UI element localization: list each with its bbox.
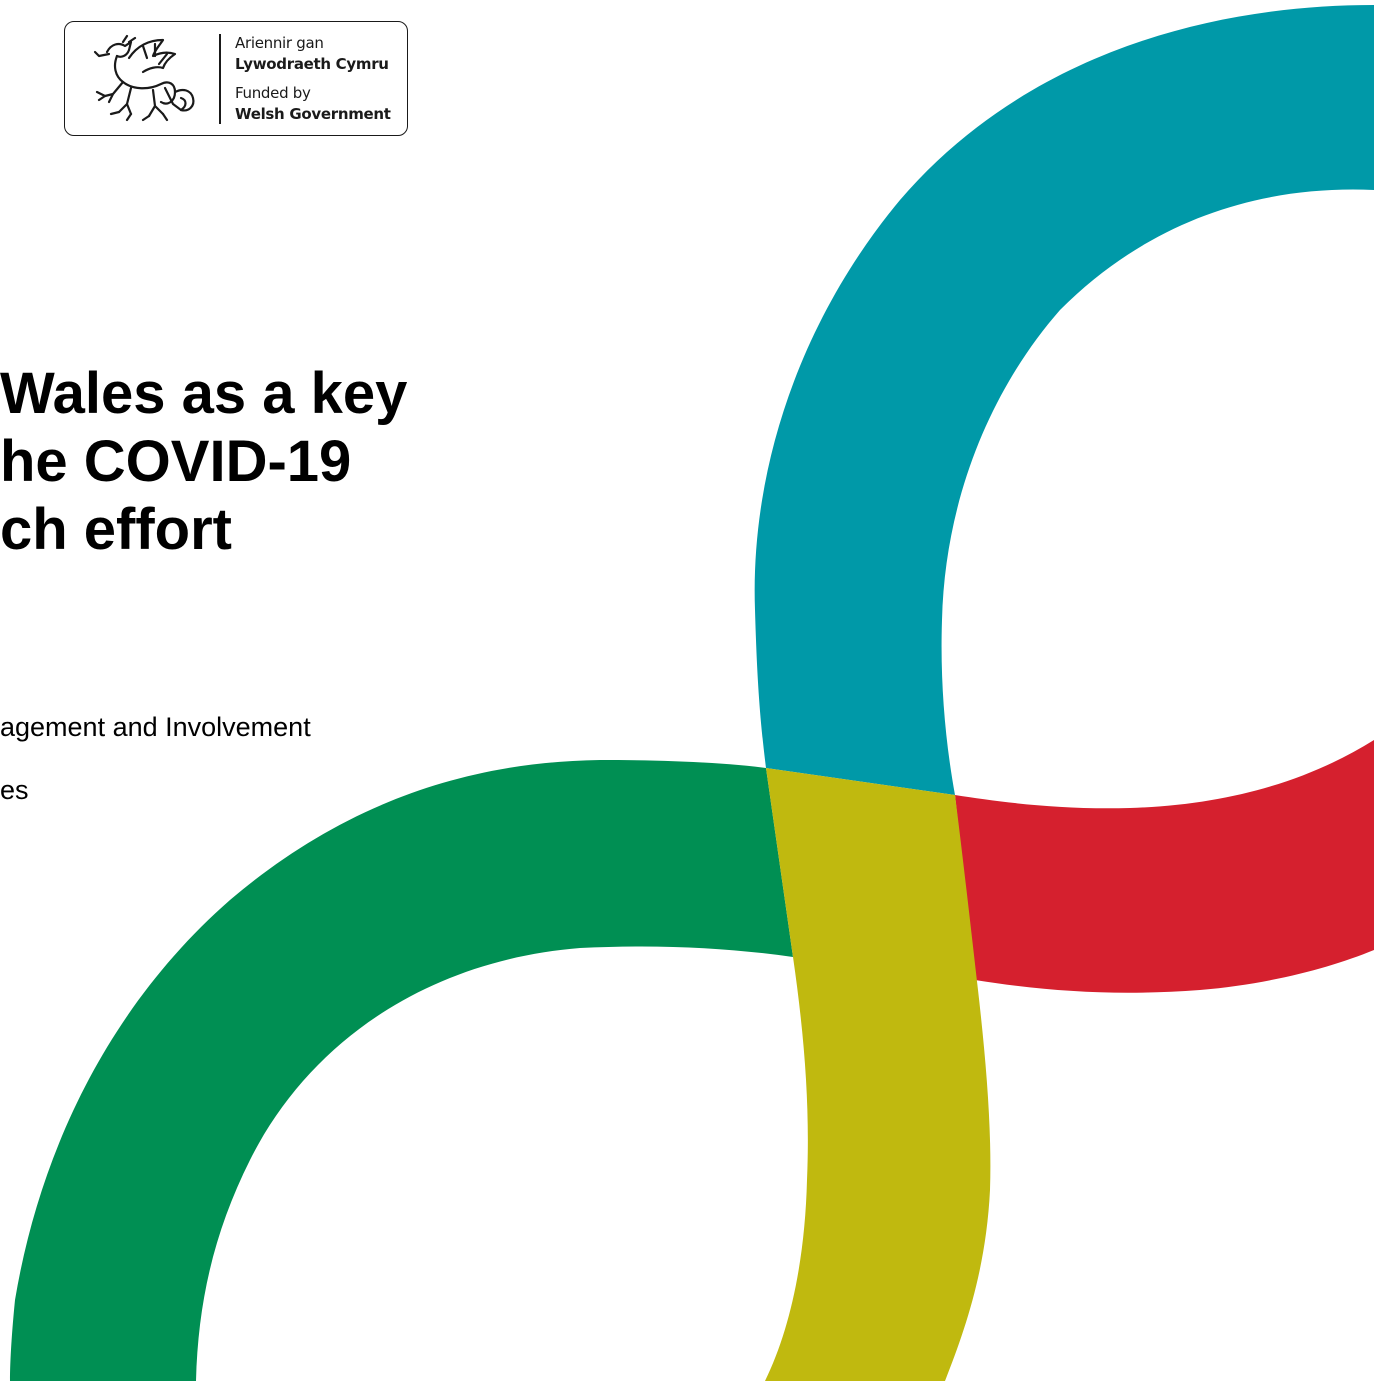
green-ring-segment xyxy=(10,760,793,1381)
welsh-dragon-icon xyxy=(93,34,195,122)
red-ring-segment xyxy=(955,740,1374,993)
title-line: ch effort xyxy=(0,497,232,562)
logo-english-government-name: Welsh Government xyxy=(235,105,391,123)
subtitle-line: es xyxy=(0,775,29,805)
logo-divider xyxy=(219,34,221,124)
welsh-government-logo: Ariennir gan Lywodraeth Cymru Funded by … xyxy=(64,21,408,136)
logo-funded-by-text: Funded by xyxy=(235,84,311,102)
teal-ring-segment xyxy=(754,5,1374,795)
document-title: Wales as a key he COVID-19 ch effort xyxy=(0,360,560,564)
title-line: he COVID-19 xyxy=(0,429,352,494)
title-line: Wales as a key xyxy=(0,361,408,426)
logo-welsh-funded-text: Ariennir gan xyxy=(235,34,324,52)
subtitle-line: agement and Involvement xyxy=(0,712,311,742)
logo-welsh-government-name: Lywodraeth Cymru xyxy=(235,55,389,73)
olive-ring-segment xyxy=(765,768,991,1381)
